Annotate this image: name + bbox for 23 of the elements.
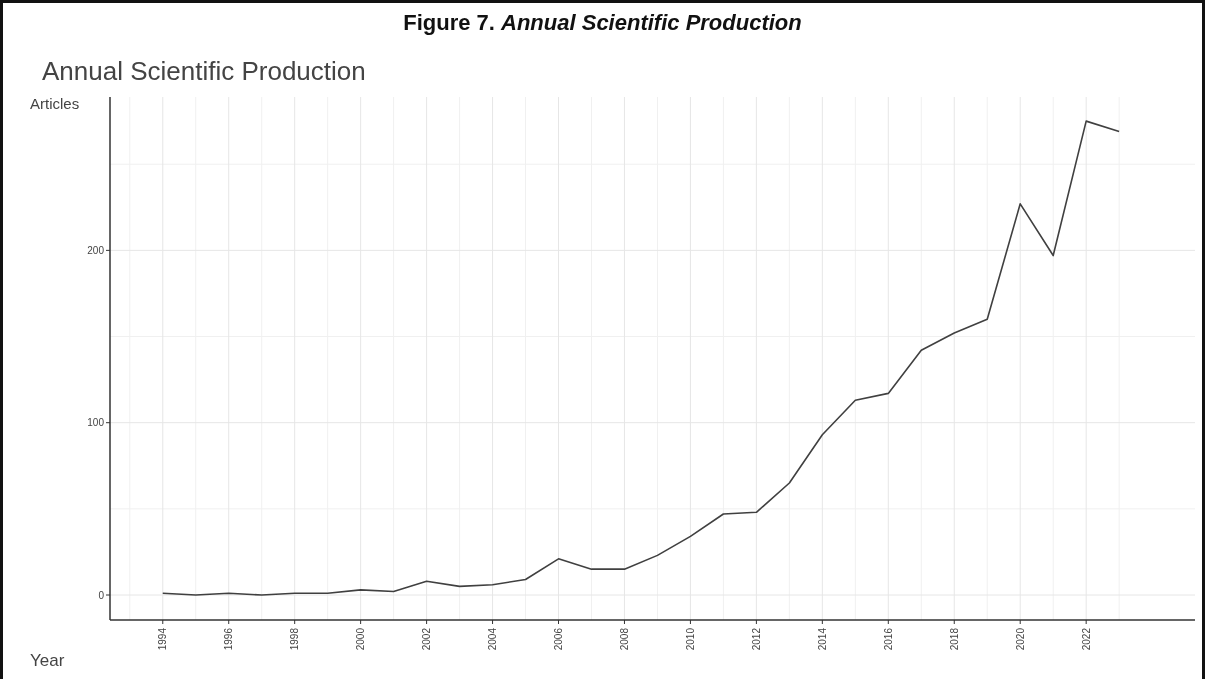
x-tick-label: 1996 (223, 627, 235, 651)
x-tick-label: 2002 (421, 627, 433, 651)
x-tick-label: 2006 (553, 627, 565, 651)
x-tick-label: 2008 (618, 627, 630, 651)
x-tick-label: 2020 (1014, 627, 1026, 651)
line-series (161, 120, 1120, 596)
x-tick-label: 2000 (355, 627, 367, 651)
y-tick-label: 0 (98, 589, 105, 601)
y-tick-label: 200 (87, 244, 105, 256)
x-tick-label: 1994 (157, 627, 169, 651)
chart-title: Figure 7. Annual Scientific Production (403, 10, 802, 35)
x-tick-label: 2022 (1080, 627, 1092, 651)
x-axis-title: Year (30, 651, 65, 670)
y-tick-label: 100 (87, 417, 105, 429)
x-tick-label: 2016 (882, 627, 894, 651)
x-tick-label: 2018 (948, 627, 960, 651)
x-tick-label: 2010 (684, 627, 696, 651)
x-tick-label: 1998 (289, 627, 301, 651)
x-tick-label: 2012 (750, 627, 762, 651)
x-tick-label: 2004 (487, 627, 499, 651)
x-tick-label: 2014 (816, 627, 828, 651)
chart-subtitle: Annual Scientific Production (42, 56, 366, 86)
y-axis-title: Articles (30, 95, 80, 112)
